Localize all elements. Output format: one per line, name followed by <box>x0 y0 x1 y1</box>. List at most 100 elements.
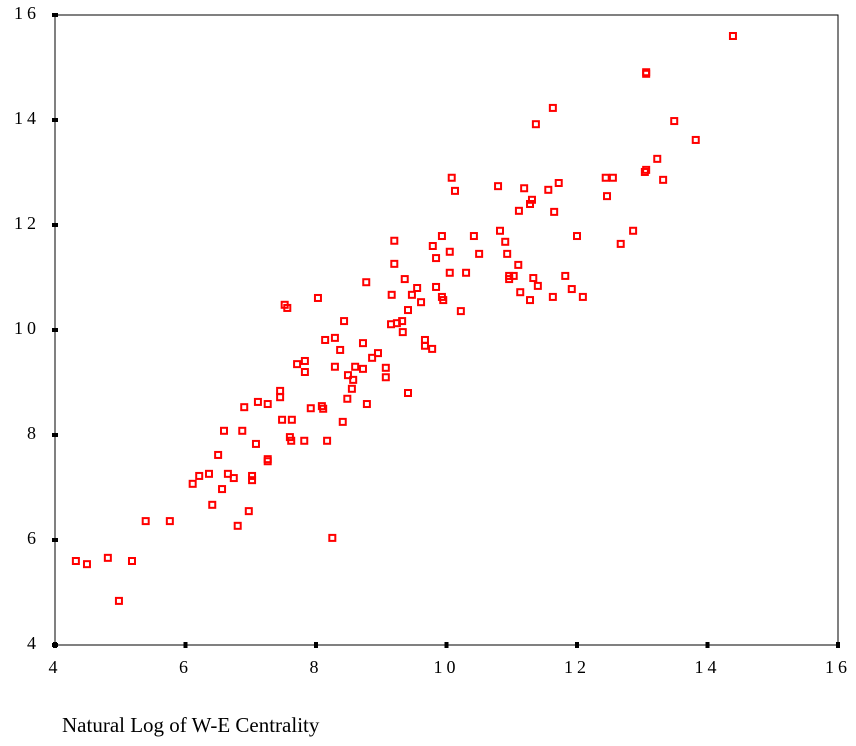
point <box>362 278 371 287</box>
point <box>141 517 150 526</box>
point <box>447 173 456 182</box>
point <box>358 339 367 348</box>
point <box>214 450 223 459</box>
y-tick-label: 4 <box>27 633 40 653</box>
point <box>501 237 510 246</box>
point <box>127 557 136 565</box>
point <box>417 298 426 307</box>
point <box>204 469 213 478</box>
x-tick-label: 10 <box>434 657 460 677</box>
point <box>544 185 553 194</box>
x-tick-label: 12 <box>564 657 590 677</box>
point <box>390 259 399 268</box>
point <box>554 179 563 187</box>
point <box>218 485 227 494</box>
point <box>608 173 617 182</box>
point <box>516 288 525 297</box>
point <box>437 232 446 241</box>
point <box>103 553 112 562</box>
point <box>469 232 478 241</box>
point <box>321 335 330 344</box>
point <box>653 154 662 163</box>
point <box>219 426 228 435</box>
point <box>503 249 512 258</box>
point <box>428 344 437 353</box>
point <box>603 192 612 201</box>
y-tick-label: 16 <box>14 3 40 23</box>
x-tick-label: 16 <box>825 657 851 677</box>
y-tick-label: 8 <box>27 423 40 443</box>
point <box>347 384 356 393</box>
point <box>561 271 570 280</box>
point <box>349 375 358 384</box>
point <box>343 371 352 380</box>
point <box>728 32 737 40</box>
point <box>283 303 292 312</box>
point <box>300 436 309 445</box>
point <box>514 206 523 215</box>
point <box>208 500 217 509</box>
point <box>300 356 309 365</box>
y-tick-label: 6 <box>27 528 40 548</box>
point <box>278 415 287 424</box>
point <box>287 415 296 424</box>
point <box>238 426 247 435</box>
point <box>445 247 454 256</box>
point <box>253 397 262 406</box>
point <box>387 290 396 299</box>
point <box>381 373 390 382</box>
y-tick-label: 14 <box>14 108 40 128</box>
point <box>494 182 503 191</box>
point <box>601 173 610 182</box>
point <box>240 403 249 412</box>
point <box>233 521 242 530</box>
point <box>533 281 542 290</box>
point <box>293 360 302 369</box>
point <box>368 353 377 362</box>
x-tick-label: 6 <box>179 657 192 677</box>
point <box>248 476 257 485</box>
point <box>526 200 535 208</box>
point <box>400 275 409 284</box>
point <box>520 184 529 193</box>
point <box>330 333 339 342</box>
point <box>529 274 538 283</box>
point <box>330 362 339 371</box>
point <box>420 341 429 350</box>
point <box>195 471 204 480</box>
point <box>496 226 505 235</box>
plot-frame <box>54 14 839 646</box>
point <box>300 368 309 376</box>
point <box>691 135 700 144</box>
point <box>276 393 285 402</box>
point <box>642 165 651 174</box>
point <box>550 207 559 216</box>
point <box>328 533 337 542</box>
point <box>319 404 328 413</box>
point <box>462 268 471 277</box>
point <box>338 417 347 426</box>
point <box>340 317 349 326</box>
point <box>514 260 523 269</box>
point <box>373 349 382 358</box>
point <box>248 471 257 480</box>
point <box>343 394 352 403</box>
point <box>244 507 253 516</box>
point <box>642 69 651 78</box>
x-axis-label: Natural Log of W-E Centrality <box>62 713 320 737</box>
point <box>509 271 518 280</box>
x-tick-label: 14 <box>695 657 721 677</box>
point <box>71 557 80 565</box>
point <box>445 268 454 277</box>
point <box>165 517 174 526</box>
point <box>358 364 367 373</box>
x-tick-label: 4 <box>49 657 62 677</box>
point <box>526 296 535 305</box>
point <box>351 362 360 371</box>
y-tick-label: 12 <box>14 213 40 233</box>
point <box>82 560 91 569</box>
point <box>578 292 587 301</box>
point <box>306 404 315 413</box>
point <box>404 306 413 315</box>
x-tick-label: 8 <box>310 657 323 677</box>
